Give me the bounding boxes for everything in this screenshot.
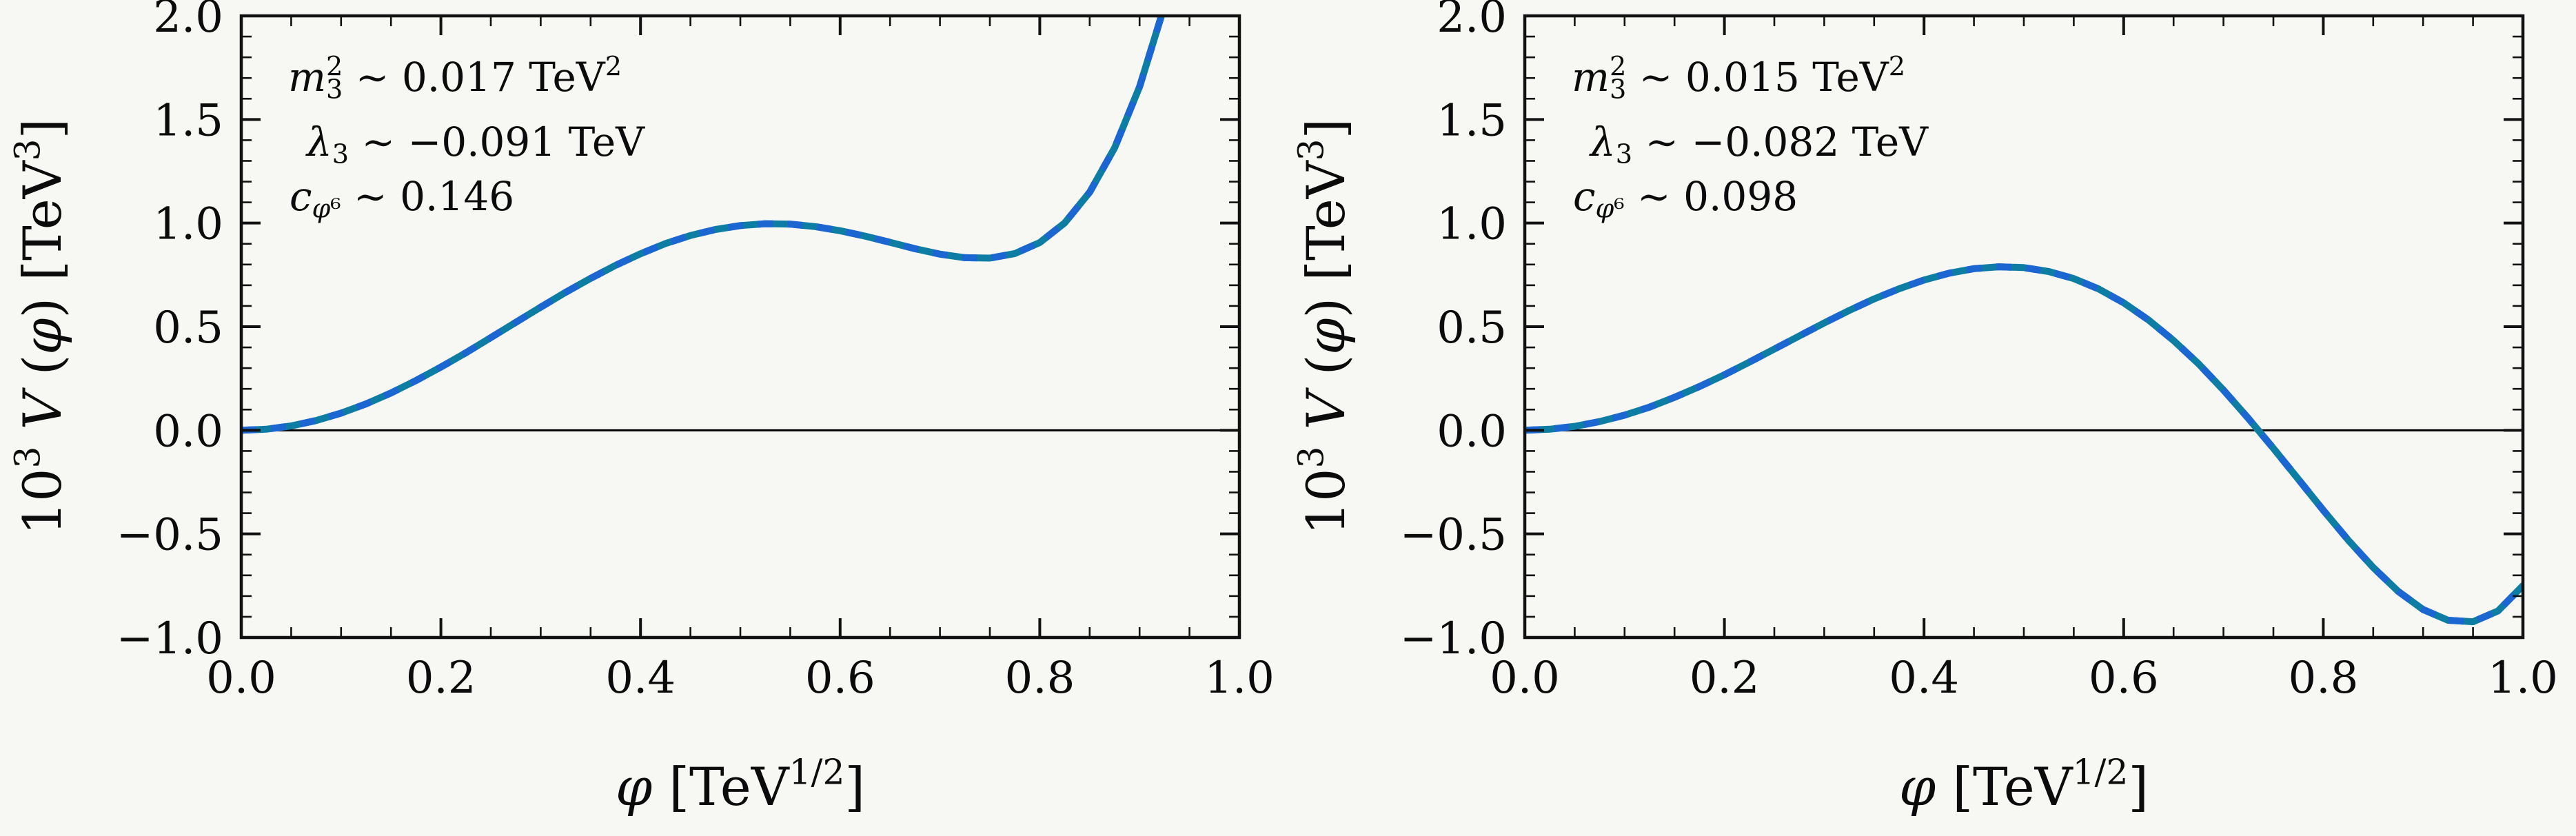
annotation-param-3: cφ⁶ ∼ 0.098 bbox=[1573, 173, 1798, 224]
y-tick-label: −1.0 bbox=[116, 613, 223, 664]
y-tick-label: 1.0 bbox=[153, 199, 223, 250]
x-tick-label: 0.6 bbox=[2089, 653, 2159, 704]
y-axis-label: 103 V (φ) [TeV3] bbox=[1291, 119, 1357, 535]
tick-marks bbox=[1523, 14, 2524, 639]
y-tick-label: 2.0 bbox=[153, 0, 223, 43]
y-tick-label: 0.0 bbox=[1437, 406, 1507, 457]
x-tick-label: 0.2 bbox=[1690, 653, 1760, 704]
x-tick-label: 0.0 bbox=[1490, 653, 1560, 704]
x-axis-label: φ [TeV1/2] bbox=[1899, 752, 2149, 817]
x-tick-label: 0.4 bbox=[605, 653, 676, 704]
y-tick-label: 0.5 bbox=[1437, 303, 1507, 354]
y-tick-label: 2.0 bbox=[1437, 0, 1507, 43]
y-tick-label: 0.0 bbox=[153, 406, 223, 457]
x-axis-label: φ [TeV1/2] bbox=[616, 752, 865, 817]
x-tick-label: 0.0 bbox=[206, 653, 276, 704]
tick-marks bbox=[240, 14, 1241, 639]
x-tick-label: 0.4 bbox=[1889, 653, 1959, 704]
y-tick-label: 1.5 bbox=[153, 95, 223, 146]
x-tick-label: 1.0 bbox=[1204, 653, 1275, 704]
curve-dashed-eft bbox=[1525, 263, 2523, 626]
plot-panel-left bbox=[239, 14, 1241, 640]
annotation-param-3: cφ⁶ ∼ 0.146 bbox=[290, 173, 514, 224]
annotation-param-1: m32 ∼ 0.015 TeV2 bbox=[1572, 51, 1905, 105]
curve-dashed-eft bbox=[241, 16, 1166, 434]
x-tick-label: 0.8 bbox=[1005, 653, 1075, 704]
annotation-param-2: λ3 ∼ −0.091 TeV bbox=[305, 119, 645, 170]
scalar-potential-curve bbox=[1525, 263, 2523, 626]
x-tick-label: 0.6 bbox=[805, 653, 875, 704]
annotation-param-2: λ3 ∼ −0.082 TeV bbox=[1589, 119, 1929, 170]
y-tick-label: 1.0 bbox=[1437, 199, 1507, 250]
scalar-potential-curve bbox=[241, 16, 1166, 434]
plot-panel-right bbox=[1523, 14, 2525, 640]
curve-solid-full-potential bbox=[1525, 263, 2523, 626]
x-tick-label: 0.8 bbox=[2289, 653, 2359, 704]
y-tick-label: −0.5 bbox=[116, 510, 223, 561]
axes-spines bbox=[239, 14, 1241, 640]
axes-spines bbox=[1523, 14, 2525, 640]
x-tick-label: 1.0 bbox=[2488, 653, 2558, 704]
y-tick-label: −0.5 bbox=[1400, 510, 1507, 561]
y-tick-label: −1.0 bbox=[1400, 613, 1507, 664]
x-tick-label: 0.2 bbox=[406, 653, 476, 704]
annotation-param-1: m32 ∼ 0.017 TeV2 bbox=[288, 51, 622, 105]
y-tick-label: 1.5 bbox=[1437, 95, 1507, 146]
y-tick-label: 0.5 bbox=[153, 303, 223, 354]
y-axis-label: 103 V (φ) [TeV3] bbox=[8, 119, 73, 535]
